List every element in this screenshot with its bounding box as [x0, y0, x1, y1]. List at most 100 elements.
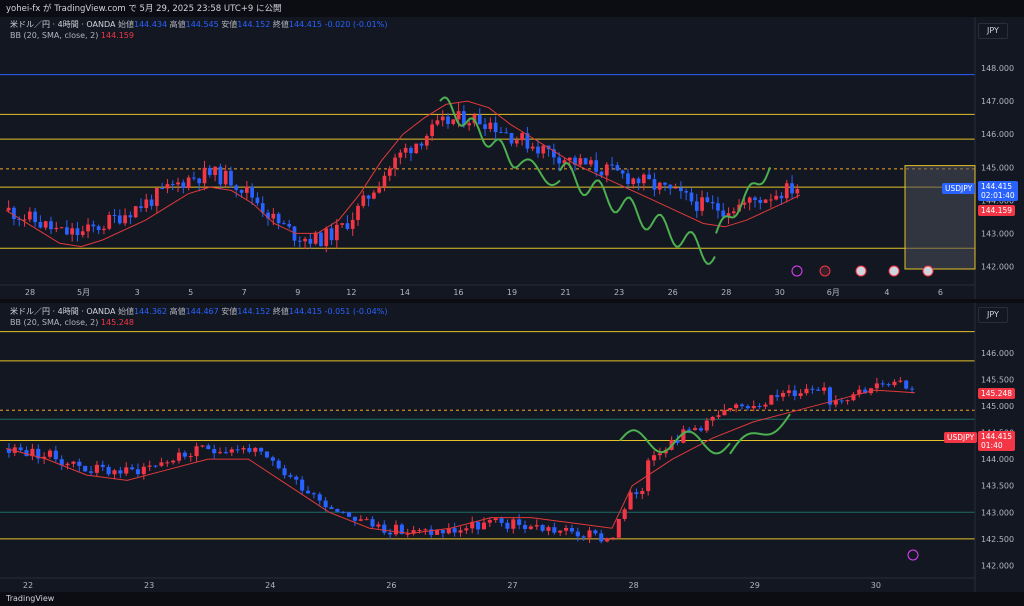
candle-body	[276, 213, 281, 224]
currency-button-top[interactable]: JPY	[978, 23, 1008, 39]
time-axis-label: 5月	[77, 288, 90, 297]
candle-body	[726, 213, 731, 217]
candle-body	[851, 394, 856, 401]
candle-body	[133, 206, 138, 218]
candle-body	[335, 508, 340, 512]
pane-divider[interactable]	[0, 299, 1024, 303]
candle-body	[647, 174, 651, 180]
price-axis-tick: 148.000	[981, 64, 1014, 73]
candle-body	[522, 524, 528, 529]
dividend-event-icon	[907, 549, 919, 561]
candle-body	[276, 460, 281, 469]
candle-body	[42, 456, 47, 459]
tradingview-logo: TradingView	[6, 594, 55, 603]
legend-open: 144.362	[134, 307, 168, 316]
candle-body	[192, 177, 196, 179]
time-axis-label: 9	[295, 288, 300, 297]
time-axis-label: 16	[453, 288, 463, 297]
chart-pane-top[interactable]: 148.000 147.000 146.000 145.000 144.000 143.0…	[0, 17, 1024, 299]
candle-body	[798, 393, 803, 397]
legend-change: -0.020 (-0.01%)	[324, 20, 388, 29]
candle-body	[488, 122, 493, 129]
candle-body	[212, 449, 217, 454]
candle-body	[827, 387, 833, 405]
candle-body	[493, 518, 498, 521]
candle-body	[684, 191, 689, 193]
time-axis-label: 30	[871, 581, 881, 590]
candle-body	[694, 201, 699, 211]
candle-body	[528, 526, 533, 529]
candle-body	[705, 197, 710, 203]
candle-body	[769, 199, 773, 201]
candle-body	[409, 147, 413, 154]
candle-body	[904, 380, 909, 389]
candle-body	[287, 223, 292, 227]
publish-header: yohei-fx が TradingView.com で 5月 29, 2025…	[0, 0, 1024, 16]
candle-body	[525, 133, 530, 149]
candle-body	[323, 500, 328, 508]
symbol-tag: USDJPY	[944, 432, 978, 444]
candle-body	[235, 449, 240, 451]
candle-body	[171, 460, 176, 463]
candle-body	[769, 395, 774, 405]
candle-body	[569, 527, 574, 532]
candle-body	[393, 157, 397, 169]
candle-body	[615, 165, 620, 171]
candle-body	[70, 228, 75, 235]
candle-body	[651, 455, 657, 461]
candle-body	[462, 111, 466, 126]
candle-body	[499, 518, 504, 523]
candle-body	[446, 116, 450, 124]
currency-button-bottom[interactable]: JPY	[978, 307, 1008, 323]
candle-body	[728, 408, 733, 411]
candle-body	[182, 452, 187, 457]
candle-body	[358, 519, 363, 521]
candle-body	[388, 532, 393, 535]
candle-body	[43, 221, 48, 228]
candle-body	[440, 116, 445, 121]
candle-body	[86, 224, 90, 232]
candle-body	[83, 465, 88, 472]
legend-high: 144.545	[185, 20, 219, 29]
candle-body	[604, 164, 609, 176]
candle-body	[451, 119, 456, 124]
candle-body	[38, 222, 43, 228]
candle-body	[731, 211, 736, 214]
legend-symbol: 米ドル／円 · 4時間 · OANDA	[10, 20, 116, 29]
candle-body	[657, 182, 662, 190]
candle-body	[558, 530, 563, 533]
bollinger-basis-line	[5, 100, 801, 248]
candle-body	[128, 215, 133, 218]
time-axis-label: 30	[775, 288, 785, 297]
time-axis-label: 6月	[827, 288, 840, 297]
price-chart-top[interactable]: 148.000 147.000 146.000 145.000 144.000 143.0…	[0, 17, 1024, 299]
candle-body	[616, 518, 621, 538]
time-axis-label: 23	[144, 581, 154, 590]
candle-body	[197, 178, 202, 184]
price-axis-tick: 142.000	[981, 561, 1014, 570]
chart-pane-bottom[interactable]: 146.000145.500145.000144.500144.000143.5…	[0, 303, 1024, 592]
candle-body	[159, 462, 164, 466]
candle-body	[751, 405, 756, 409]
candle-body	[382, 524, 387, 533]
candle-body	[65, 227, 69, 235]
candle-body	[53, 450, 58, 460]
candle-body	[640, 491, 645, 495]
candle-body	[250, 186, 254, 198]
candle-body	[352, 516, 357, 521]
bollinger-basis-line	[5, 389, 916, 535]
candle-body	[874, 383, 879, 389]
candle-body	[411, 530, 416, 534]
candle-body	[483, 124, 487, 129]
candle-body	[628, 492, 633, 510]
candle-body	[218, 166, 223, 185]
candle-body	[12, 447, 17, 453]
price-tag-bb: 144.159	[978, 205, 1016, 217]
candle-body	[377, 186, 382, 193]
candle-body	[886, 384, 891, 386]
candle-body	[17, 218, 22, 220]
candle-body	[260, 203, 265, 213]
candle-body	[546, 527, 551, 531]
candle-body	[626, 173, 630, 185]
price-chart-bottom[interactable]: 146.000145.500145.000144.500144.000143.5…	[0, 303, 1024, 592]
